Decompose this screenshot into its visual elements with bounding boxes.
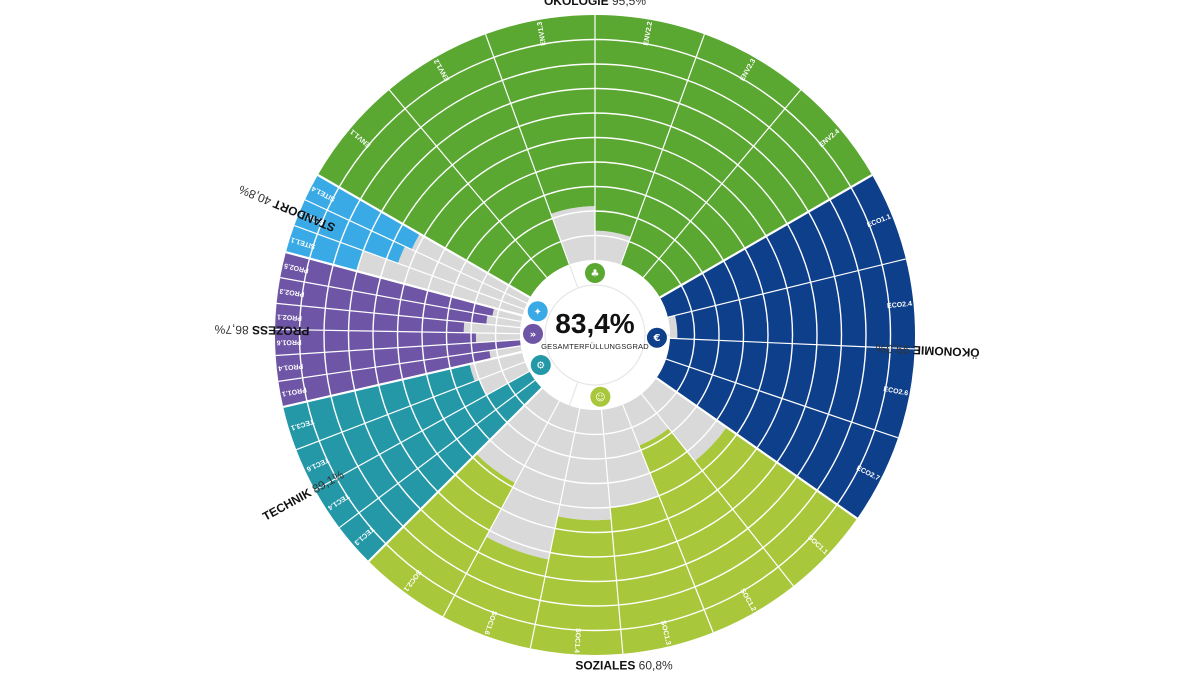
segment-filled-tec1-6: [296, 379, 487, 491]
segment-empty-pro2-1: [463, 322, 521, 334]
site-icon-glyph: ✦: [534, 307, 542, 318]
segment-empty-soc2-1: [476, 388, 560, 483]
category-name-prozess: PROZESS: [249, 323, 310, 338]
category-label-oekonomie: ÖKONOMIE 99,0%: [875, 341, 980, 361]
segment-filled-soc1-1: [694, 427, 858, 587]
criterion-label-soc1-4: SOC1.4: [573, 628, 581, 653]
category-percent-oekologie: 95,5%: [612, 0, 646, 8]
segment-filled-pro1-4: [275, 339, 521, 382]
criterion-label-env1-3: ENV1.3: [537, 21, 548, 46]
category-icons: ♣ € ☺ ⚙ » ✦: [523, 263, 667, 407]
people-icon-glyph: ☺: [595, 392, 605, 403]
segment-filled-site1-4: [304, 175, 420, 250]
criterion-label-pro1-1: PRO1.1: [281, 386, 307, 398]
segment-empty-soc1-4: [557, 408, 612, 521]
criterion-label-pro2-1: PRO2.1: [277, 313, 302, 321]
ring-line: [494, 234, 696, 436]
process-icon: [523, 323, 544, 344]
ring-line: [298, 38, 892, 632]
site-icon: [527, 301, 548, 322]
process-icon-glyph: »: [530, 329, 536, 340]
segment-filled-env1-2: [389, 34, 570, 278]
criterion-label-pro1-4: PRO1.4: [278, 362, 304, 372]
category-percent-standort: 40,8%: [236, 182, 273, 208]
category-label-prozess: PROZESS 86,7%: [214, 322, 309, 338]
segment-filled-tec1-3: [339, 380, 542, 562]
segment-filled-soc1-3: [610, 495, 714, 654]
segment-filled-pro2-1: [275, 303, 465, 333]
euro-icon: [646, 327, 667, 348]
criterion-label-eco2-4: ECO2.4: [887, 301, 913, 310]
ring-line: [470, 210, 720, 460]
segment-empty-site1-1: [356, 250, 525, 316]
criterion-label-env2-2: ENV2.2: [643, 21, 654, 46]
category-label-soziales: SOZIALES 60,8%: [575, 659, 673, 673]
segment-filled-pro2-5: [280, 252, 495, 317]
category-name-technik: TECHNIK: [260, 484, 316, 524]
category-name-oekologie: ÖKOLOGIE: [544, 0, 612, 8]
leaf-icon: [585, 263, 605, 283]
segment-filled-tec1-4: [315, 371, 536, 528]
ring-line: [445, 185, 745, 485]
segment-filled-site1-3: [294, 199, 405, 264]
segment-empty-site1-4: [411, 233, 531, 304]
criteria-segments: [275, 15, 915, 655]
segment-filled-site1-1: [285, 225, 364, 272]
criterion-label-pro1-6: PRO1.6: [276, 338, 301, 346]
category-label-oekologie: ÖKOLOGIE 95,5%: [544, 0, 646, 8]
segment-filled-eco2-7: [656, 359, 899, 519]
ring-line: [396, 136, 794, 534]
euro-icon-glyph: €: [652, 333, 660, 344]
segment-filled-pro1-6: [275, 329, 477, 356]
center-disc-bg: [520, 260, 670, 410]
category-percent-prozess: 86,7%: [214, 322, 249, 337]
segment-filled-pro2-3: [276, 277, 488, 325]
center-spoke: [568, 381, 579, 406]
segment-filled-soc1-4: [530, 516, 623, 655]
leaf-icon-glyph: ♣: [591, 269, 600, 280]
ring-lines: [275, 15, 915, 654]
segment-filled-env2-4: [643, 89, 873, 298]
ring-line: [347, 87, 843, 583]
gears-icon-glyph: ⚙: [536, 361, 545, 372]
overall-value: 83,4%: [555, 308, 634, 339]
center-disc: 83,4% GESAMTERFÜLLUNGSGRAD: [520, 260, 670, 410]
segment-filled-env2-3: [620, 34, 801, 278]
gears-icon: [530, 355, 551, 376]
category-name-soziales: SOZIALES: [575, 659, 638, 673]
segment-filled-pro1-1: [278, 350, 491, 407]
segment-filled-eco2-6: [666, 338, 915, 438]
segment-filled-env1-1: [317, 89, 547, 298]
ring-line: [323, 63, 867, 607]
category-percent-soziales: 60,8%: [639, 659, 673, 673]
criterion-label-pro2-3: PRO2.3: [279, 287, 305, 297]
overall-label: GESAMTERFÜLLUNGSGRAD: [541, 342, 649, 351]
segment-empty-soc1-1: [641, 378, 727, 462]
segment-empty-tec1-6: [479, 361, 530, 396]
category-percent-oekonomie: 99,0%: [875, 341, 910, 356]
criterion-label-eco2-6: ECO2.6: [883, 386, 909, 397]
segment-empty-tec3-1: [469, 351, 525, 382]
segment-filled-eco1-1: [659, 175, 906, 318]
category-name-oekonomie: ÖKONOMIE: [909, 343, 980, 361]
segment-empty-eco2-4: [667, 315, 678, 339]
segment-filled-soc1-2: [638, 428, 794, 633]
ring-line: [372, 112, 818, 558]
segment-filled-tec3-1: [283, 363, 475, 450]
center-spoke: [568, 264, 579, 289]
ring-line: [421, 161, 769, 509]
people-icon: [590, 386, 611, 407]
segment-empty-pro2-5: [492, 307, 523, 322]
segment-empty-env1-3: [550, 206, 595, 265]
segment-filled-env2-2: [595, 15, 705, 237]
segment-filled-soc1-6: [443, 536, 549, 649]
segment-filled-eco2-4: [674, 258, 915, 349]
segment-empty-site1-3: [397, 246, 528, 310]
